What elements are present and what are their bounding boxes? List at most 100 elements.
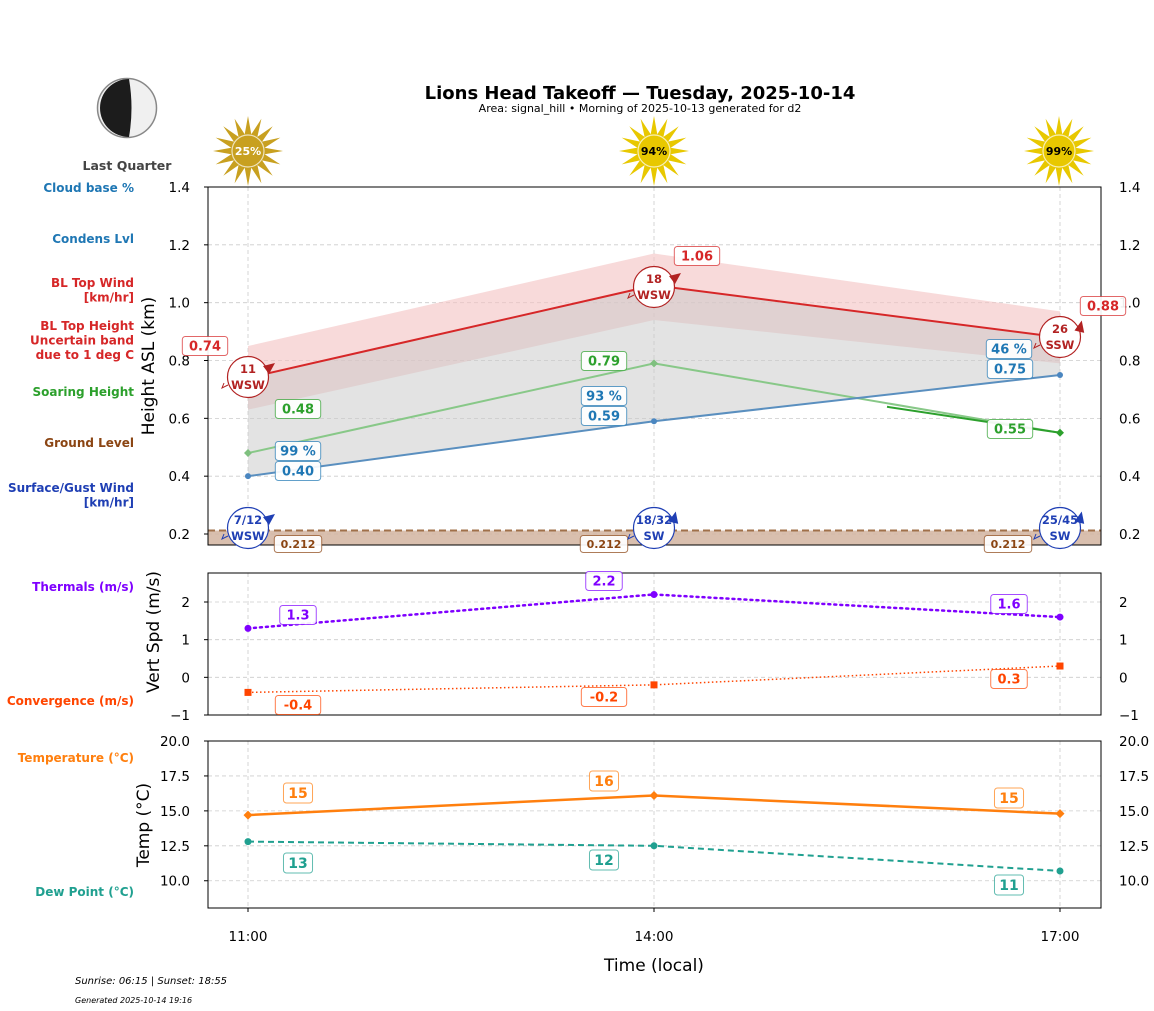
ytick-label-left: 15.0: [160, 804, 190, 820]
xtick-label: 14:00: [635, 929, 674, 945]
legend-soaring-height: Soaring Height: [33, 385, 135, 399]
time-axis-label: Time (local): [603, 956, 704, 976]
boundary-layer-region: [248, 285, 1060, 477]
bl-top-wind-badge-2-circle: [1038, 315, 1082, 359]
thermals-label-2-text: 1.6: [997, 598, 1020, 613]
temperature-label-1-box: [588, 770, 620, 792]
surface-wind-badge-0: 7/12 WSW: [221, 506, 275, 550]
cloud-base-label-0-text: 99 %: [280, 445, 316, 460]
bl-top-label-2-text: 0.88: [1087, 300, 1119, 315]
convergence-label-0: -0.4: [274, 695, 322, 715]
axes-frame: [207, 740, 1102, 909]
bl-top-label-1: 1.06: [673, 246, 721, 266]
ytick-label-right: −1: [1119, 708, 1139, 724]
soaring-label-2-text: 0.55: [994, 423, 1026, 438]
ytick-label-right: 0.8: [1119, 354, 1140, 370]
convergence-label-2-box: [990, 669, 1028, 689]
bl-top-label-0-box: [181, 336, 229, 356]
ytick-label-left: 17.5: [160, 769, 190, 785]
thermals-point: [650, 590, 658, 598]
temperature-label-0-box: [282, 782, 314, 804]
surface-wind-badge-2: 25/45 SW: [1033, 506, 1085, 550]
ytick-label-right: 0.6: [1119, 411, 1140, 427]
condens-label-0: 0.40: [274, 461, 322, 481]
bl-top-wind-badge-0: 11 WSW: [221, 355, 275, 399]
surface-wind-badge-2-barb: [1033, 533, 1041, 541]
wind-speed-label: 26: [1052, 322, 1068, 336]
condens-label-2-text: 0.75: [994, 363, 1026, 378]
bl-top-wind-badge-2: 26 SSW: [1033, 315, 1085, 359]
bl-top-wind-badge-1: 18 WSW: [627, 265, 681, 309]
ytick-label-right: 10.0: [1119, 874, 1149, 890]
bl-top-label-2-box: [1079, 296, 1127, 316]
height-axis-label: Height ASL (km): [139, 297, 159, 436]
convergence-label-0-text: -0.4: [284, 699, 312, 714]
wind-direction-label: SW: [1050, 529, 1071, 543]
condens-label-0-text: 0.40: [282, 465, 314, 480]
surface-wind-badge-1-barb: [627, 533, 635, 541]
temperature-point: [1055, 809, 1065, 819]
ground-label-2-box: [983, 535, 1033, 553]
dewpoint-label-2-box: [993, 874, 1025, 896]
convergence-label-1: -0.2: [580, 687, 628, 707]
ytick-label-right: 0.2: [1119, 527, 1140, 543]
cloud-base-label-1: 93 %: [580, 386, 628, 406]
wind-direction-arrow-icon: [263, 514, 275, 525]
chart-title: Lions Head Takeoff — Tuesday, 2025-10-14: [425, 83, 856, 104]
condens-level-point: [245, 473, 251, 480]
wind-speed-label: 7/12: [234, 513, 262, 527]
axes-frame: [207, 572, 1102, 716]
chart-subtitle: Area: signal_hill • Morning of 2025-10-1…: [479, 102, 802, 115]
ytick-label-right: 0.4: [1119, 469, 1140, 485]
generated-timestamp: Generated 2025-10-14 19:16: [75, 996, 192, 1005]
cloud-base-label-2: 46 %: [985, 339, 1033, 359]
wind-direction-label: WSW: [231, 529, 265, 543]
cloud-base-label-0: 99 %: [274, 441, 322, 461]
dewpoint-label-0-box: [282, 852, 314, 874]
ytick-label-right: 1.2: [1119, 238, 1140, 254]
wind-direction-arrow-icon: [668, 511, 679, 524]
legend-bl-top-height: BL Top Height Uncertain band due to 1 deg …: [30, 319, 134, 362]
soaring-label-1: 0.79: [580, 351, 628, 371]
surface-wind-badge-1-circle: [632, 506, 676, 550]
temperature-label-2-text: 15: [999, 791, 1018, 807]
legend-temperature-c-: Temperature (°C): [18, 751, 134, 765]
ytick-label-left: 0.6: [169, 411, 190, 427]
ytick-label-right: 12.5: [1119, 839, 1149, 855]
convergence-label-1-box: [580, 687, 628, 707]
wind-direction-arrow-icon: [263, 363, 275, 374]
soaring-height-point: [244, 449, 252, 458]
legend-surface-gust-wind: Surface/Gust Wind [km/hr]: [8, 481, 134, 510]
ground-label-0: 0.212: [273, 535, 323, 553]
soaring-label-1-text: 0.79: [588, 355, 620, 370]
sun-icon-0: 25%: [213, 116, 283, 186]
ytick-label-left: 1: [181, 633, 190, 649]
condens-label-1: 0.59: [580, 406, 628, 426]
convergence-point: [650, 681, 658, 689]
legend-thermals-m-s-: Thermals (m/s): [32, 580, 134, 594]
legend-cloud-base-: Cloud base %: [43, 181, 134, 195]
wind-direction-label: SW: [644, 529, 665, 543]
convergence-point: [1056, 662, 1064, 670]
temperature-label-2-box: [993, 787, 1025, 809]
ytick-label-right: 17.5: [1119, 769, 1149, 785]
xtick-label: 17:00: [1041, 929, 1080, 945]
sun-icon-1: 94%: [619, 116, 689, 186]
sun-icon-0-disc: [231, 134, 265, 168]
thermals-label-1-box: [585, 571, 623, 591]
soaring-label-2-box: [986, 419, 1034, 439]
convergence-point: [244, 688, 252, 696]
moon-last-quarter-icon: [96, 77, 158, 139]
ytick-label-left: 0.8: [169, 354, 190, 370]
ytick-label-left: 12.5: [160, 839, 190, 855]
xtick-label: 11:00: [229, 929, 268, 945]
thermals-label-0: 1.3: [279, 605, 317, 625]
ground-label-1-text: 0.212: [587, 538, 622, 551]
condens-label-2: 0.75: [986, 359, 1034, 379]
bl-top-wind-badge-1-circle: [632, 265, 676, 309]
temp-axis-label: Temp (°C): [134, 783, 154, 868]
dewpoint-line: [247, 840, 1061, 872]
thermals-label-0-text: 1.3: [286, 609, 309, 624]
wind-direction-label: WSW: [637, 288, 671, 302]
